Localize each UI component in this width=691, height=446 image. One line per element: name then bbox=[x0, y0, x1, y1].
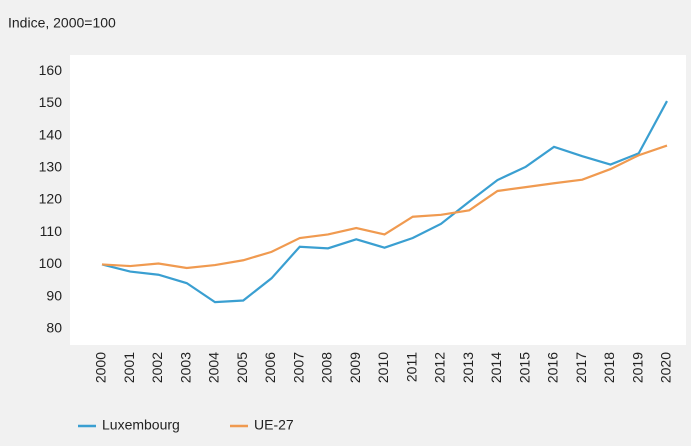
x-tick-label: 2013 bbox=[460, 352, 476, 383]
x-tick-label: 2016 bbox=[545, 352, 561, 383]
x-tick-label: 2012 bbox=[432, 352, 448, 383]
chart-title: Indice, 2000=100 bbox=[8, 15, 116, 31]
x-tick-label: 2011 bbox=[403, 352, 419, 382]
plot-area bbox=[70, 55, 686, 345]
y-tick-label: 100 bbox=[39, 255, 63, 271]
y-tick-label: 140 bbox=[39, 126, 63, 142]
y-tick-label: 120 bbox=[39, 191, 63, 207]
x-tick-label: 2019 bbox=[629, 352, 645, 383]
legend-label: Luxembourg bbox=[102, 417, 180, 433]
y-tick-label: 110 bbox=[40, 223, 63, 239]
y-tick-label: 160 bbox=[39, 62, 63, 78]
x-tick-label: 2005 bbox=[234, 352, 250, 383]
x-tick-label: 2002 bbox=[149, 352, 165, 383]
x-tick-label: 2009 bbox=[347, 352, 363, 383]
x-tick-label: 2015 bbox=[516, 352, 532, 383]
x-tick-label: 2006 bbox=[262, 352, 278, 383]
x-tick-label: 2001 bbox=[121, 352, 137, 383]
x-tick-label: 2017 bbox=[573, 352, 589, 383]
x-tick-label: 2018 bbox=[601, 352, 617, 383]
legend-label: UE-27 bbox=[254, 417, 294, 433]
y-tick-label: 80 bbox=[46, 320, 62, 336]
x-tick-label: 2004 bbox=[206, 352, 222, 383]
y-tick-label: 130 bbox=[39, 158, 63, 174]
series-line bbox=[101, 144, 668, 270]
x-tick-label: 2003 bbox=[177, 352, 193, 383]
x-tick-label: 2000 bbox=[93, 352, 109, 383]
x-tick-label: 2008 bbox=[319, 352, 335, 383]
x-tick-label: 2014 bbox=[488, 352, 504, 383]
x-tick-label: 2010 bbox=[375, 352, 391, 383]
x-tick-label: 2007 bbox=[290, 352, 306, 383]
y-tick-label: 90 bbox=[46, 287, 62, 303]
series-line bbox=[101, 100, 668, 304]
x-tick-label: 2020 bbox=[658, 352, 674, 383]
y-tick-label: 150 bbox=[39, 94, 63, 110]
